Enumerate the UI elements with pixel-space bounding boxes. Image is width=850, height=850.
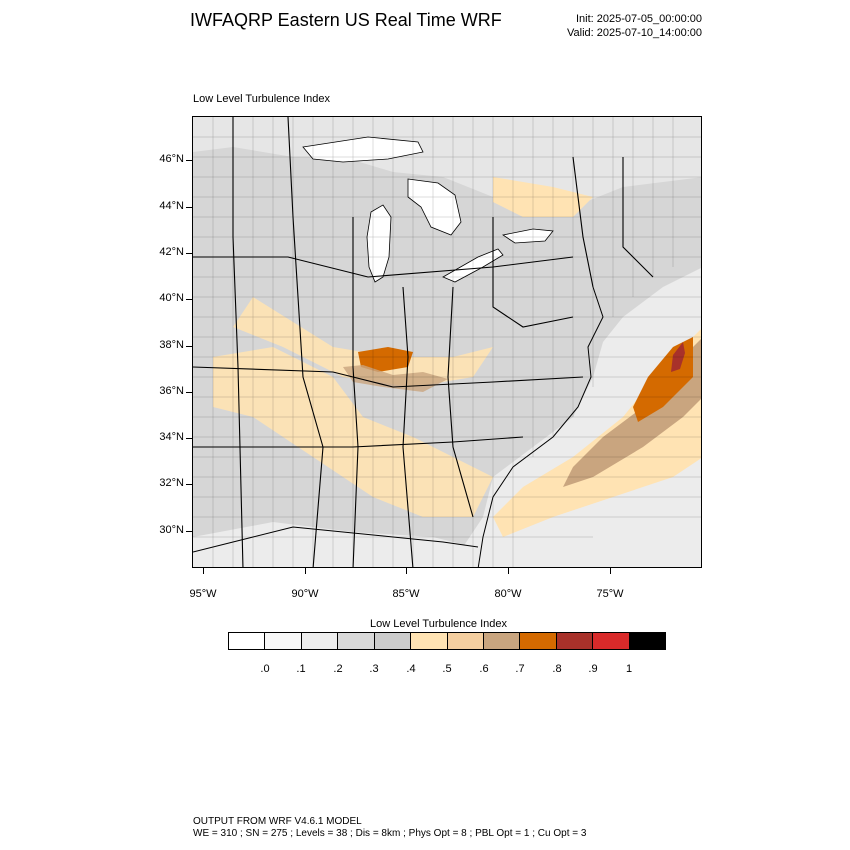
lat-label-46: 46°N: [159, 153, 184, 165]
colorbar-label: .7: [515, 663, 525, 675]
colorbar-swatch: [301, 633, 339, 649]
east-coastline: [477, 286, 604, 567]
lat-tick: [186, 484, 192, 485]
colorbar-swatch: [265, 633, 302, 649]
lat-tick: [186, 207, 192, 208]
canada-region: [193, 117, 701, 217]
lat-label-44: 44°N: [159, 200, 184, 212]
lon-tick: [508, 568, 509, 574]
turbulence-band-south: [213, 347, 493, 517]
lat-label-38: 38°N: [159, 339, 184, 351]
county-grid: [193, 117, 701, 567]
map-panel: [192, 116, 702, 568]
init-time: Init: 2025-07-05_00:00:00: [576, 13, 702, 25]
map-svg: [193, 117, 701, 567]
colorbar-label: .5: [442, 663, 452, 675]
state-borders: [193, 117, 654, 567]
lake-ontario: [501, 228, 554, 244]
turbulence-canada: [493, 177, 593, 217]
lat-label-34: 34°N: [159, 431, 184, 443]
colorbar-label: .1: [296, 663, 306, 675]
lon-tick: [203, 568, 204, 574]
colorbar-label: .4: [406, 663, 416, 675]
colorbar-swatch: [593, 633, 630, 649]
colorbar-title: Low Level Turbulence Index: [370, 618, 507, 630]
footer-config-line: WE = 310 ; SN = 275 ; Levels = 38 ; Dis …: [193, 828, 587, 839]
colorbar-swatch: [338, 633, 375, 649]
turbulence-band-ohio: [233, 297, 493, 387]
lat-tick: [186, 438, 192, 439]
lake-superior: [302, 136, 424, 163]
lat-label-32: 32°N: [159, 477, 184, 489]
ocean-plume-red: [671, 342, 685, 372]
colorbar-swatch: [520, 633, 557, 649]
colorbar-label: .2: [333, 663, 343, 675]
lat-tick: [186, 160, 192, 161]
lat-tick: [186, 392, 192, 393]
lon-label-75: 75°W: [596, 588, 624, 600]
lat-label-36: 36°N: [159, 385, 184, 397]
lat-tick: [186, 299, 192, 300]
colorbar: [228, 632, 666, 650]
atlantic-ocean: [444, 268, 701, 567]
colorbar-label: .9: [588, 663, 598, 675]
colorbar-label: .3: [369, 663, 379, 675]
colorbar-swatch: [447, 633, 484, 649]
lake-huron: [407, 178, 462, 236]
colorbar-label: 1: [625, 663, 633, 675]
lon-label-90: 90°W: [291, 588, 319, 600]
footer-model-line: OUTPUT FROM WRF V4.6.1 MODEL: [193, 816, 362, 827]
colorbar-swatch: [483, 633, 521, 649]
gulf-of-mexico: [193, 522, 483, 567]
lon-tick: [406, 568, 407, 574]
colorbar-swatch: [556, 633, 594, 649]
ocean-plume-light: [493, 329, 701, 537]
lon-tick: [305, 568, 306, 574]
colorbar-label: .0: [260, 663, 270, 675]
gulf-coastline: [193, 526, 479, 553]
colorbar-swatch: [374, 633, 412, 649]
page-title: IWFAQRP Eastern US Real Time WRF: [190, 10, 502, 30]
lon-label-95: 95°W: [189, 588, 217, 600]
colorbar-label: .6: [479, 663, 489, 675]
lon-tick: [610, 568, 611, 574]
colorbar-swatch: [629, 633, 666, 649]
lat-label-42: 42°N: [159, 246, 184, 258]
lon-label-80: 80°W: [494, 588, 522, 600]
valid-time: Valid: 2025-07-10_14:00:00: [567, 27, 702, 39]
lake-erie: [442, 248, 504, 283]
lat-tick: [186, 346, 192, 347]
lat-tick: [186, 531, 192, 532]
colorbar-swatch: [411, 633, 448, 649]
colorbar-swatch: [229, 633, 266, 649]
colorbar-label: .8: [552, 663, 562, 675]
lon-label-85: 85°W: [392, 588, 420, 600]
lat-label-40: 40°N: [159, 292, 184, 304]
lat-tick: [186, 253, 192, 254]
kentucky-hotspot: [358, 347, 413, 372]
lake-michigan: [366, 204, 392, 283]
lat-label-30: 30°N: [159, 524, 184, 536]
field-label: Low Level Turbulence Index: [193, 93, 330, 105]
